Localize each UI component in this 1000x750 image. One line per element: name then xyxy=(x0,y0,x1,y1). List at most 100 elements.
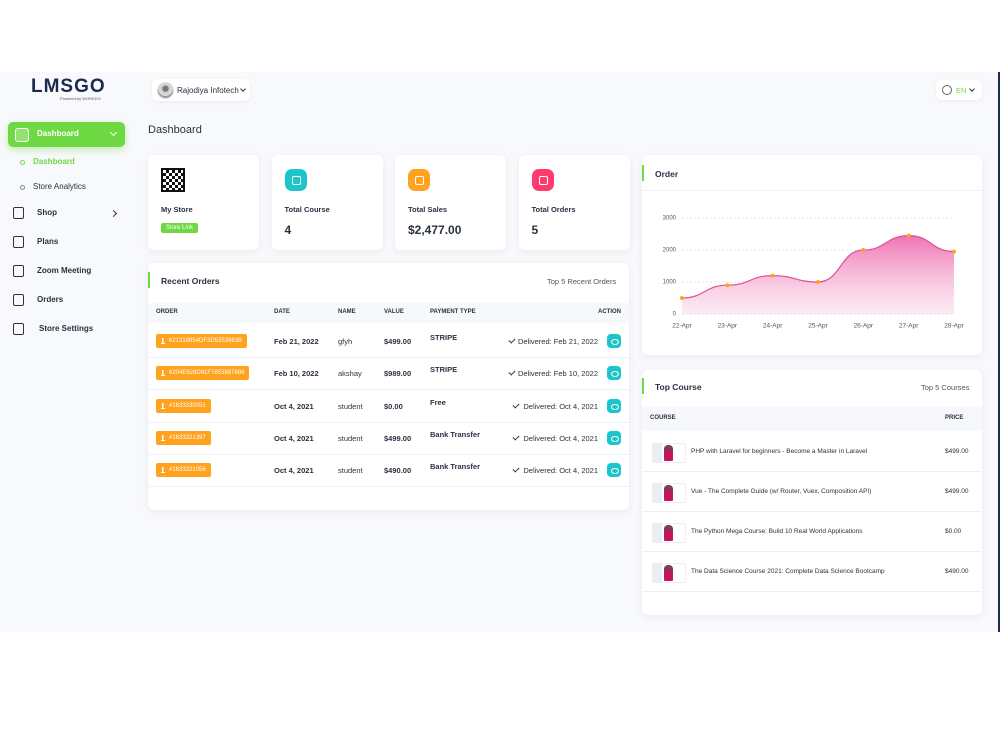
eye-icon xyxy=(611,339,619,345)
cell: Oct 4, 2021 xyxy=(274,401,314,411)
page-title: Dashboard xyxy=(148,124,202,136)
table-header-bg xyxy=(642,407,982,431)
column-header: VALUE xyxy=(384,309,404,315)
column-header: NAME xyxy=(338,309,356,315)
order-badge[interactable]: #1633321056 xyxy=(156,463,211,478)
menu-active-bg[interactable] xyxy=(8,122,125,147)
stat-icon-glyph xyxy=(291,176,301,185)
stat-label: Total Orders xyxy=(531,205,576,214)
card-accent xyxy=(148,272,150,288)
status-text: Delivered: Feb 21, 2022 xyxy=(517,337,598,346)
row-divider xyxy=(642,591,982,592)
column-header: ACTION xyxy=(598,309,621,315)
course-figure xyxy=(664,445,673,461)
submenu-item[interactable]: Store Analytics xyxy=(33,182,86,191)
column-header: COURSE xyxy=(650,415,676,421)
course-title[interactable]: The Python Mega Course: Build 10 Real Wo… xyxy=(691,528,863,535)
stat-value: $2,477.00 xyxy=(408,223,462,237)
course-title[interactable]: The Data Science Course 2021: Complete D… xyxy=(691,568,885,575)
stat-value: 5 xyxy=(531,223,539,237)
row-divider xyxy=(642,551,982,552)
menu-icon xyxy=(13,294,24,306)
cell: akshay xyxy=(338,369,362,379)
order-badge[interactable]: #1633330051 xyxy=(156,398,211,413)
download-icon xyxy=(161,370,165,377)
card-subtitle: Top 5 Recent Orders xyxy=(547,277,617,286)
stat-label: Total Course xyxy=(284,205,330,214)
cell: $490.00 xyxy=(384,466,412,476)
eye-icon xyxy=(611,371,619,378)
row-divider xyxy=(642,471,982,472)
card-accent xyxy=(642,165,644,181)
stat-icon xyxy=(531,169,554,191)
submenu-dot xyxy=(20,185,25,190)
stat-value: 4 xyxy=(284,223,292,237)
stat-icon-glyph xyxy=(415,176,424,185)
status-text: Delivered: Oct 4, 2021 xyxy=(523,466,598,476)
card-title: Order xyxy=(655,169,679,179)
cell: student xyxy=(338,433,363,443)
menu-item[interactable]: Plans xyxy=(37,237,59,246)
order-badge[interactable]: 6204E928D81F7853887886 xyxy=(156,366,250,381)
menu-item[interactable]: Zoom Meeting xyxy=(37,266,92,275)
order-badge[interactable]: #1633321397 xyxy=(156,430,211,445)
status-text: Delivered: Oct 4, 2021 xyxy=(523,433,598,443)
submenu-item[interactable]: Dashboard xyxy=(33,157,75,166)
stat-label: My Store xyxy=(161,205,193,214)
cell: $499.00 xyxy=(384,337,412,346)
qr-code xyxy=(161,168,185,192)
menu-icon xyxy=(13,265,24,277)
stat-icon xyxy=(284,169,307,191)
card-accent xyxy=(642,378,644,394)
column-header: DATE xyxy=(274,309,290,315)
language[interactable]: EN xyxy=(956,86,967,95)
cell: Bank Transfer xyxy=(430,429,481,439)
menu-item[interactable]: Shop xyxy=(37,208,57,217)
row-divider xyxy=(148,389,629,391)
stat-icon-glyph xyxy=(538,176,548,185)
cell: Oct 4, 2021 xyxy=(274,466,314,476)
cell: Oct 4, 2021 xyxy=(274,433,314,443)
stat-icon xyxy=(408,169,430,191)
course-figure xyxy=(664,525,673,541)
menu-icon xyxy=(15,128,29,142)
menu-icon xyxy=(13,236,24,248)
download-icon xyxy=(161,338,165,344)
store-link-button[interactable]: Store Link xyxy=(161,223,199,233)
menu-item[interactable]: Dashboard xyxy=(37,129,79,138)
menu-item[interactable]: Orders xyxy=(37,295,64,304)
eye-icon xyxy=(611,403,619,410)
table-header-bg xyxy=(148,303,629,323)
card-title: Top Course xyxy=(655,382,702,392)
course-title[interactable]: PHP with Laravel for beginners - Become … xyxy=(691,448,868,455)
course-figure xyxy=(664,565,673,581)
column-header: PAYMENT TYPE xyxy=(430,309,476,315)
eye-icon xyxy=(611,468,619,475)
cell: gfyh xyxy=(338,337,353,346)
row-divider xyxy=(148,453,629,455)
card-title: Recent Orders xyxy=(161,276,220,286)
user-button-bg[interactable] xyxy=(152,79,250,101)
order-badge[interactable]: 621319854DF3D5353963B xyxy=(156,334,248,348)
cell: student xyxy=(338,466,363,476)
stat-label: Total Sales xyxy=(408,205,448,214)
user-name[interactable]: Rajodiya Infotech xyxy=(177,86,239,95)
card-subtitle: Top 5 Courses xyxy=(921,383,970,392)
row-divider xyxy=(148,357,629,358)
cell: $989.00 xyxy=(384,369,412,379)
course-title[interactable]: Vue - The Complete Guide (w/ Router, Vue… xyxy=(691,488,872,495)
status-text: Delivered: Feb 10, 2022 xyxy=(517,369,598,379)
cell: Feb 21, 2022 xyxy=(274,337,319,346)
menu-item[interactable]: Store Settings xyxy=(39,324,94,333)
course-figure xyxy=(664,485,673,501)
submenu-dot xyxy=(20,160,25,165)
column-header: ORDER xyxy=(156,309,178,315)
cell: Bank Transfer xyxy=(430,462,481,472)
cell: Feb 10, 2022 xyxy=(274,369,319,379)
cell: STRIPE xyxy=(430,333,458,342)
download-icon xyxy=(161,434,165,441)
course-price: $499.00 xyxy=(945,488,969,495)
download-icon xyxy=(161,402,165,409)
course-price: $490.00 xyxy=(945,568,969,575)
